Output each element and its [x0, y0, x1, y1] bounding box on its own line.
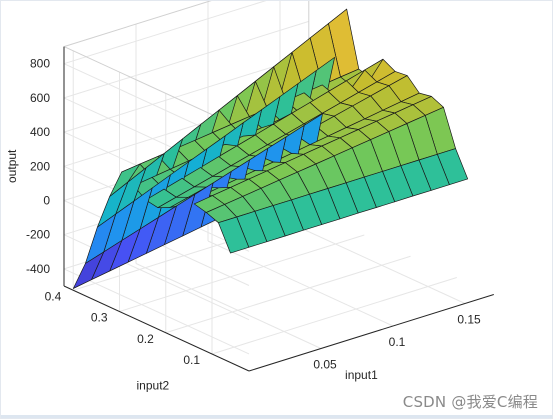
bottom-strip — [1, 415, 552, 418]
x-axis-label: input1 — [345, 368, 378, 382]
z-tick-label: 0 — [43, 194, 50, 208]
surface-patch — [72, 251, 105, 289]
gridline — [135, 263, 322, 349]
z-tick-label: 400 — [30, 125, 50, 139]
z-tick-label: -400 — [26, 262, 50, 276]
surface-patch — [218, 216, 250, 254]
gridline — [165, 255, 411, 334]
z-tick-label: 600 — [30, 91, 50, 105]
x-tick-label: 0.1 — [389, 335, 406, 349]
surface-mesh — [72, 8, 469, 289]
y-tick-label: 0.4 — [45, 289, 62, 303]
watermark: CSDN @我爱C编程 — [402, 393, 538, 411]
y-axis-line — [63, 285, 250, 372]
gridline — [63, 1, 267, 65]
gridline — [63, 55, 309, 133]
gridline — [119, 234, 365, 312]
z-tick-label: 200 — [30, 159, 50, 173]
z-tick-label: -200 — [26, 228, 50, 242]
y-tick-label: 0.1 — [183, 353, 200, 367]
z-tick-label: 800 — [30, 57, 50, 71]
gridline — [279, 218, 466, 304]
tick-labels: -400 -200 0 200 400 600 800 0.05 0.1 0.15 0.1 0.2 0.… — [26, 57, 481, 372]
y-axis-label: input2 — [137, 378, 170, 392]
gridline — [63, 20, 309, 99]
x-axis-line — [248, 294, 494, 372]
gridline — [207, 240, 394, 327]
y-tick-label: 0.3 — [91, 311, 108, 325]
gridline — [211, 277, 457, 355]
z-axis-label: output — [5, 149, 19, 183]
x-tick-label: 0.15 — [457, 313, 481, 327]
y-tick-label: 0.2 — [137, 332, 154, 346]
x-tick-label: 0.05 — [313, 358, 337, 372]
back-edge — [63, 1, 212, 48]
